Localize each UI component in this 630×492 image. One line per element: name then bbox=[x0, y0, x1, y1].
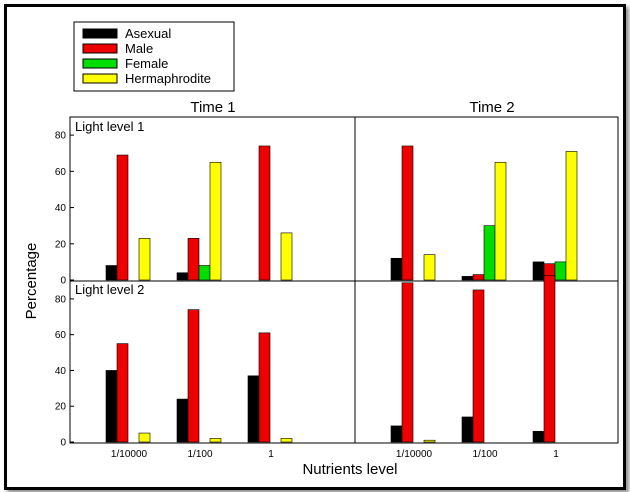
y-tick-label: 60 bbox=[55, 167, 67, 178]
bar-hermaphrodite bbox=[423, 439, 436, 443]
bar-asexual bbox=[532, 261, 545, 281]
bar-male bbox=[116, 154, 129, 281]
x-tick-label: 1/10000 bbox=[111, 449, 148, 460]
bar-male bbox=[187, 238, 200, 281]
y-tick-label: 80 bbox=[55, 294, 67, 305]
bar-male bbox=[187, 309, 200, 443]
bar-hermaphrodite bbox=[565, 151, 578, 281]
bar-hermaphrodite bbox=[209, 438, 222, 443]
bar-asexual bbox=[390, 257, 403, 281]
bar-asexual bbox=[461, 416, 474, 443]
column-title-time-1: Time 1 bbox=[190, 99, 235, 116]
bar-male bbox=[401, 282, 414, 443]
bar-female bbox=[198, 265, 211, 281]
x-tick-label: 1/100 bbox=[187, 449, 212, 460]
bar-asexual bbox=[105, 370, 118, 443]
y-tick-label: 20 bbox=[55, 402, 67, 413]
legend-swatch-female bbox=[82, 58, 118, 69]
legend-label-female: Female bbox=[125, 56, 168, 71]
legend-swatch-asexual bbox=[82, 28, 118, 39]
bar-hermaphrodite bbox=[423, 254, 436, 281]
bar-hermaphrodite bbox=[280, 438, 293, 443]
bar-hermaphrodite bbox=[138, 432, 151, 443]
bar-male bbox=[543, 275, 556, 443]
legend: Asexual Male Female Hermaphrodite bbox=[73, 21, 235, 92]
bar-asexual bbox=[390, 425, 403, 443]
column-title-time-2: Time 2 bbox=[469, 99, 514, 116]
bar-hermaphrodite bbox=[280, 232, 293, 281]
bar-male bbox=[258, 332, 271, 443]
y-tick-label: 40 bbox=[55, 366, 67, 377]
bar-female bbox=[483, 225, 496, 281]
row-label-light-2: Light level 2 bbox=[75, 282, 144, 297]
y-tick-label: 40 bbox=[55, 203, 67, 214]
y-tick-label: 80 bbox=[55, 131, 67, 142]
x-tick-label: 1 bbox=[268, 449, 274, 460]
bar-asexual bbox=[176, 272, 189, 281]
x-tick-label: 1/10000 bbox=[396, 449, 433, 460]
bar-hermaphrodite bbox=[138, 238, 151, 281]
bar-asexual bbox=[532, 430, 545, 443]
chart-marks: 0 20 40 60 80 0 20 40 60 80 1/10000 1/100 1 1/10000 1/… bbox=[55, 131, 578, 460]
bar-asexual bbox=[176, 398, 189, 443]
bar-male bbox=[472, 274, 485, 281]
bar-hermaphrodite bbox=[494, 161, 507, 281]
y-axis-label: Percentage bbox=[23, 243, 40, 320]
bar-asexual bbox=[105, 265, 118, 281]
bar-hermaphrodite bbox=[209, 161, 222, 281]
legend-label-hermaphrodite: Hermaphrodite bbox=[125, 71, 211, 86]
x-tick-label: 1 bbox=[553, 449, 559, 460]
bar-male bbox=[472, 289, 485, 443]
y-tick-label: 20 bbox=[55, 239, 67, 250]
x-tick-label: 1/100 bbox=[472, 449, 497, 460]
legend-label-asexual: Asexual bbox=[125, 26, 171, 41]
bar-male bbox=[258, 145, 271, 281]
bar-asexual bbox=[461, 276, 474, 281]
legend-swatch-hermaphrodite bbox=[82, 73, 118, 84]
bar-male bbox=[401, 145, 414, 281]
bar-male bbox=[116, 343, 129, 443]
legend-label-male: Male bbox=[125, 41, 153, 56]
y-tick-label: 0 bbox=[60, 438, 66, 449]
x-axis-label: Nutrients level bbox=[302, 461, 397, 478]
y-tick-label: 60 bbox=[55, 330, 67, 341]
bar-female bbox=[554, 261, 567, 281]
legend-swatch-male bbox=[82, 43, 118, 54]
bar-asexual bbox=[247, 375, 260, 443]
y-tick-label: 0 bbox=[60, 276, 66, 287]
row-label-light-1: Light level 1 bbox=[75, 119, 144, 134]
